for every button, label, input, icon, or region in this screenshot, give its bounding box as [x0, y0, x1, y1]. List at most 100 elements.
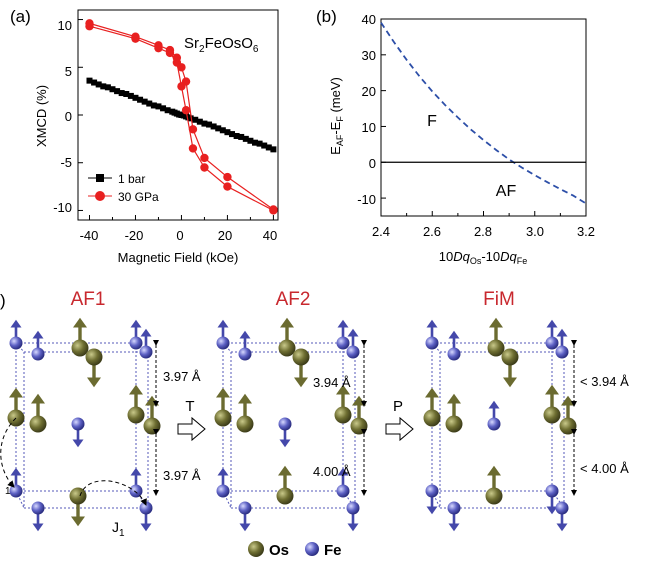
x-tick-label: 40	[263, 228, 277, 243]
fe-spin-arrow-head	[239, 523, 251, 532]
data-point-1bar	[256, 140, 263, 147]
data-point-30gpa	[165, 45, 175, 55]
spacing-label: 3.97 Å	[163, 468, 201, 483]
x-tick-label: 20	[218, 228, 232, 243]
os-atom	[29, 415, 47, 433]
data-point-1bar	[104, 84, 111, 91]
data-point-30gpa	[85, 19, 94, 28]
y-tick-label: 0	[65, 109, 72, 124]
data-point-30gpa	[223, 182, 232, 191]
transition-arrow-t: T	[177, 398, 206, 442]
os-spin-arrow-head	[561, 395, 575, 406]
crystal-cell	[214, 317, 368, 532]
fe-spin-arrow-head	[347, 523, 359, 532]
data-point-1bar	[224, 129, 231, 136]
os-atom	[276, 487, 294, 505]
x-tick-label: 3.0	[526, 224, 544, 239]
fe-atom	[238, 347, 252, 361]
fe-atom	[31, 347, 45, 361]
os-spin-arrow-head	[145, 395, 159, 406]
region-f-label: F	[427, 113, 437, 130]
data-point-30gpa	[188, 144, 198, 153]
panel-c-label: )	[0, 291, 6, 310]
fe-atom	[346, 501, 360, 515]
data-point-1bar	[95, 81, 102, 88]
fe-spin-arrow-head	[337, 467, 349, 476]
os-atom	[143, 417, 161, 435]
legend-fe-label: Fe	[324, 542, 342, 559]
fe-spin-arrow-head	[10, 319, 22, 328]
lattice-edge	[15, 490, 25, 509]
fe-atom	[238, 501, 252, 515]
data-point-1bar	[270, 146, 277, 153]
data-point-30gpa	[200, 153, 209, 163]
data-point-1bar	[201, 120, 208, 127]
data-point-1bar	[91, 79, 98, 86]
fe-spin-arrow-head	[426, 506, 438, 515]
spacing-label: 3.97 Å	[163, 369, 201, 384]
j2-label-fragment: 1	[5, 486, 11, 497]
os-spin-arrow-head	[489, 317, 503, 328]
data-point-1bar	[127, 92, 134, 99]
y-tick-label: -10	[357, 192, 376, 207]
hollow-arrow-icon	[177, 416, 206, 442]
data-point-1bar	[210, 123, 217, 130]
data-point-30gpa	[181, 106, 191, 115]
panel-b-series	[380, 22, 587, 205]
data-point-30gpa	[154, 41, 163, 50]
crystal-cell	[7, 317, 161, 532]
spacing-label: 4.00 Å	[313, 464, 351, 479]
legend-label-30gpa: 30 GPa	[118, 190, 159, 204]
os-spin-arrow-head	[425, 387, 439, 398]
data-point-1bar	[141, 98, 148, 105]
atom-legend: Os Fe	[248, 541, 342, 559]
os-atom	[423, 409, 441, 427]
data-point-30gpa	[188, 125, 198, 134]
data-point-1bar	[233, 133, 240, 139]
fe-atom	[425, 336, 439, 350]
hollow-arrow-icon	[385, 416, 414, 442]
os-atom	[334, 406, 352, 424]
y-tick-label: 5	[65, 64, 72, 79]
os-atom	[501, 348, 519, 366]
os-atom	[350, 417, 368, 435]
os-spin-arrow-head	[280, 317, 294, 328]
os-spin-arrow-head	[129, 384, 143, 395]
transition-label-t: T	[185, 398, 194, 415]
data-point-1bar	[252, 139, 259, 146]
data-point-1bar	[219, 127, 226, 134]
x-axis-label: Magnetic Field (kOe)	[118, 250, 239, 265]
os-atom	[278, 339, 296, 357]
lattice-edge	[222, 490, 232, 509]
data-point-1bar	[160, 105, 167, 112]
data-point-1bar	[86, 77, 93, 84]
x-tick-label: 2.4	[372, 224, 390, 239]
fe-atom	[129, 336, 143, 350]
y-tick-label: 20	[362, 84, 376, 99]
panel-a: (a) -40 -20 0 20 40 10 5 0 -5 -10 Magnet…	[10, 7, 279, 265]
fe-atom	[555, 501, 569, 515]
panel-a-x-tick-labels: -40 -20 0 20 40	[80, 228, 278, 243]
y-tick-label: 30	[362, 48, 376, 63]
data-point-1bar	[206, 121, 213, 128]
x-tick-label: 0	[176, 228, 183, 243]
data-point-1bar	[114, 88, 121, 95]
data-point-1bar	[229, 131, 236, 138]
data-point-1bar	[118, 90, 125, 97]
data-point-30gpa	[172, 53, 182, 62]
fe-spin-arrow-head	[556, 328, 568, 337]
fe-atom	[31, 501, 45, 515]
fe-spin-arrow-head	[130, 467, 142, 476]
panel-a-y-tick-labels: 10 5 0 -5 -10	[53, 18, 72, 215]
data-point-1bar	[150, 102, 157, 109]
os-spin-arrow-head	[447, 393, 461, 404]
data-point-1bar	[155, 103, 162, 110]
panel-a-legend: 1 bar 30 GPa	[88, 172, 159, 204]
spacing-label: < 3.94 Å	[580, 374, 629, 389]
data-point-1bar	[247, 137, 254, 144]
panel-c: ) AF1 AF2 FiM 3.97 Å 3.97 Å 3.94 Å 4.00 …	[0, 289, 629, 559]
structure-title-af2: AF2	[276, 289, 311, 310]
fe-atom	[336, 336, 350, 350]
y-axis-label: XMCD (%)	[34, 85, 49, 147]
fe-spin-arrow-head	[347, 328, 359, 337]
